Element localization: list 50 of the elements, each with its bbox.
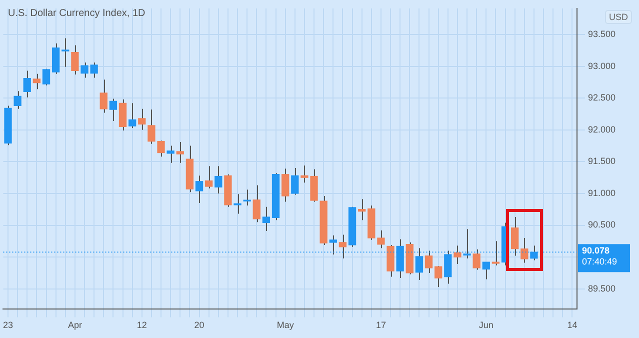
y-tick-label: 92.000: [588, 124, 616, 134]
x-tick-label: 23: [3, 320, 14, 330]
candlestick: [434, 265, 442, 288]
candlestick: [358, 198, 366, 221]
candlestick: [62, 38, 70, 68]
y-tick-label: 92.500: [588, 92, 616, 103]
candlestick: [454, 245, 462, 265]
y-tick-label: 89.500: [588, 283, 616, 294]
x-tick-label: 14: [567, 320, 578, 330]
chart-title: U.S. Dollar Currency Index, 1D: [8, 8, 146, 19]
y-tick-label: 93.500: [588, 28, 616, 39]
candlestick: [166, 145, 174, 164]
candlestick: [214, 166, 222, 194]
y-tick-label: 90.500: [588, 220, 616, 230]
candlestick: [109, 98, 118, 122]
candlestick: [291, 168, 299, 196]
candlestick: [520, 237, 528, 264]
candlestick: [377, 230, 385, 249]
candlestick: [424, 250, 433, 274]
candlestick: [204, 166, 213, 189]
x-tick-label: Apr: [68, 320, 82, 330]
y-tick-label: 91.000: [588, 188, 616, 198]
x-tick-label: Jun: [478, 320, 494, 330]
text: 07:40:49: [582, 256, 618, 267]
x-tick-label: May: [276, 320, 294, 330]
candlestick: [42, 68, 50, 86]
candlestick: [252, 184, 260, 223]
candlestick: [138, 108, 146, 130]
y-axis-title: USD: [605, 10, 632, 24]
candlestick: [100, 79, 108, 114]
candlestick: [23, 70, 31, 98]
candlestick: [282, 168, 290, 202]
y-tick-label: 91.500: [588, 156, 616, 166]
candlestick: [472, 248, 480, 270]
candlestick: [511, 216, 519, 256]
x-tick-label: 12: [136, 320, 147, 330]
candlestick: [14, 90, 22, 110]
y-tick-label: 93.000: [588, 60, 616, 71]
candlestick: [32, 73, 41, 90]
candlestick: [195, 175, 204, 204]
candlestick: [176, 141, 184, 164]
candlestick: [262, 206, 270, 232]
candlestick: [243, 189, 251, 206]
candlestick: [71, 44, 79, 76]
candlestick: [338, 234, 347, 259]
candlestick: [482, 262, 490, 280]
ref-line-label: 90.078: [582, 246, 610, 256]
x-tick-label: 20: [194, 320, 204, 330]
x-tick-label: 17: [376, 320, 386, 330]
candlestick: [128, 102, 136, 128]
